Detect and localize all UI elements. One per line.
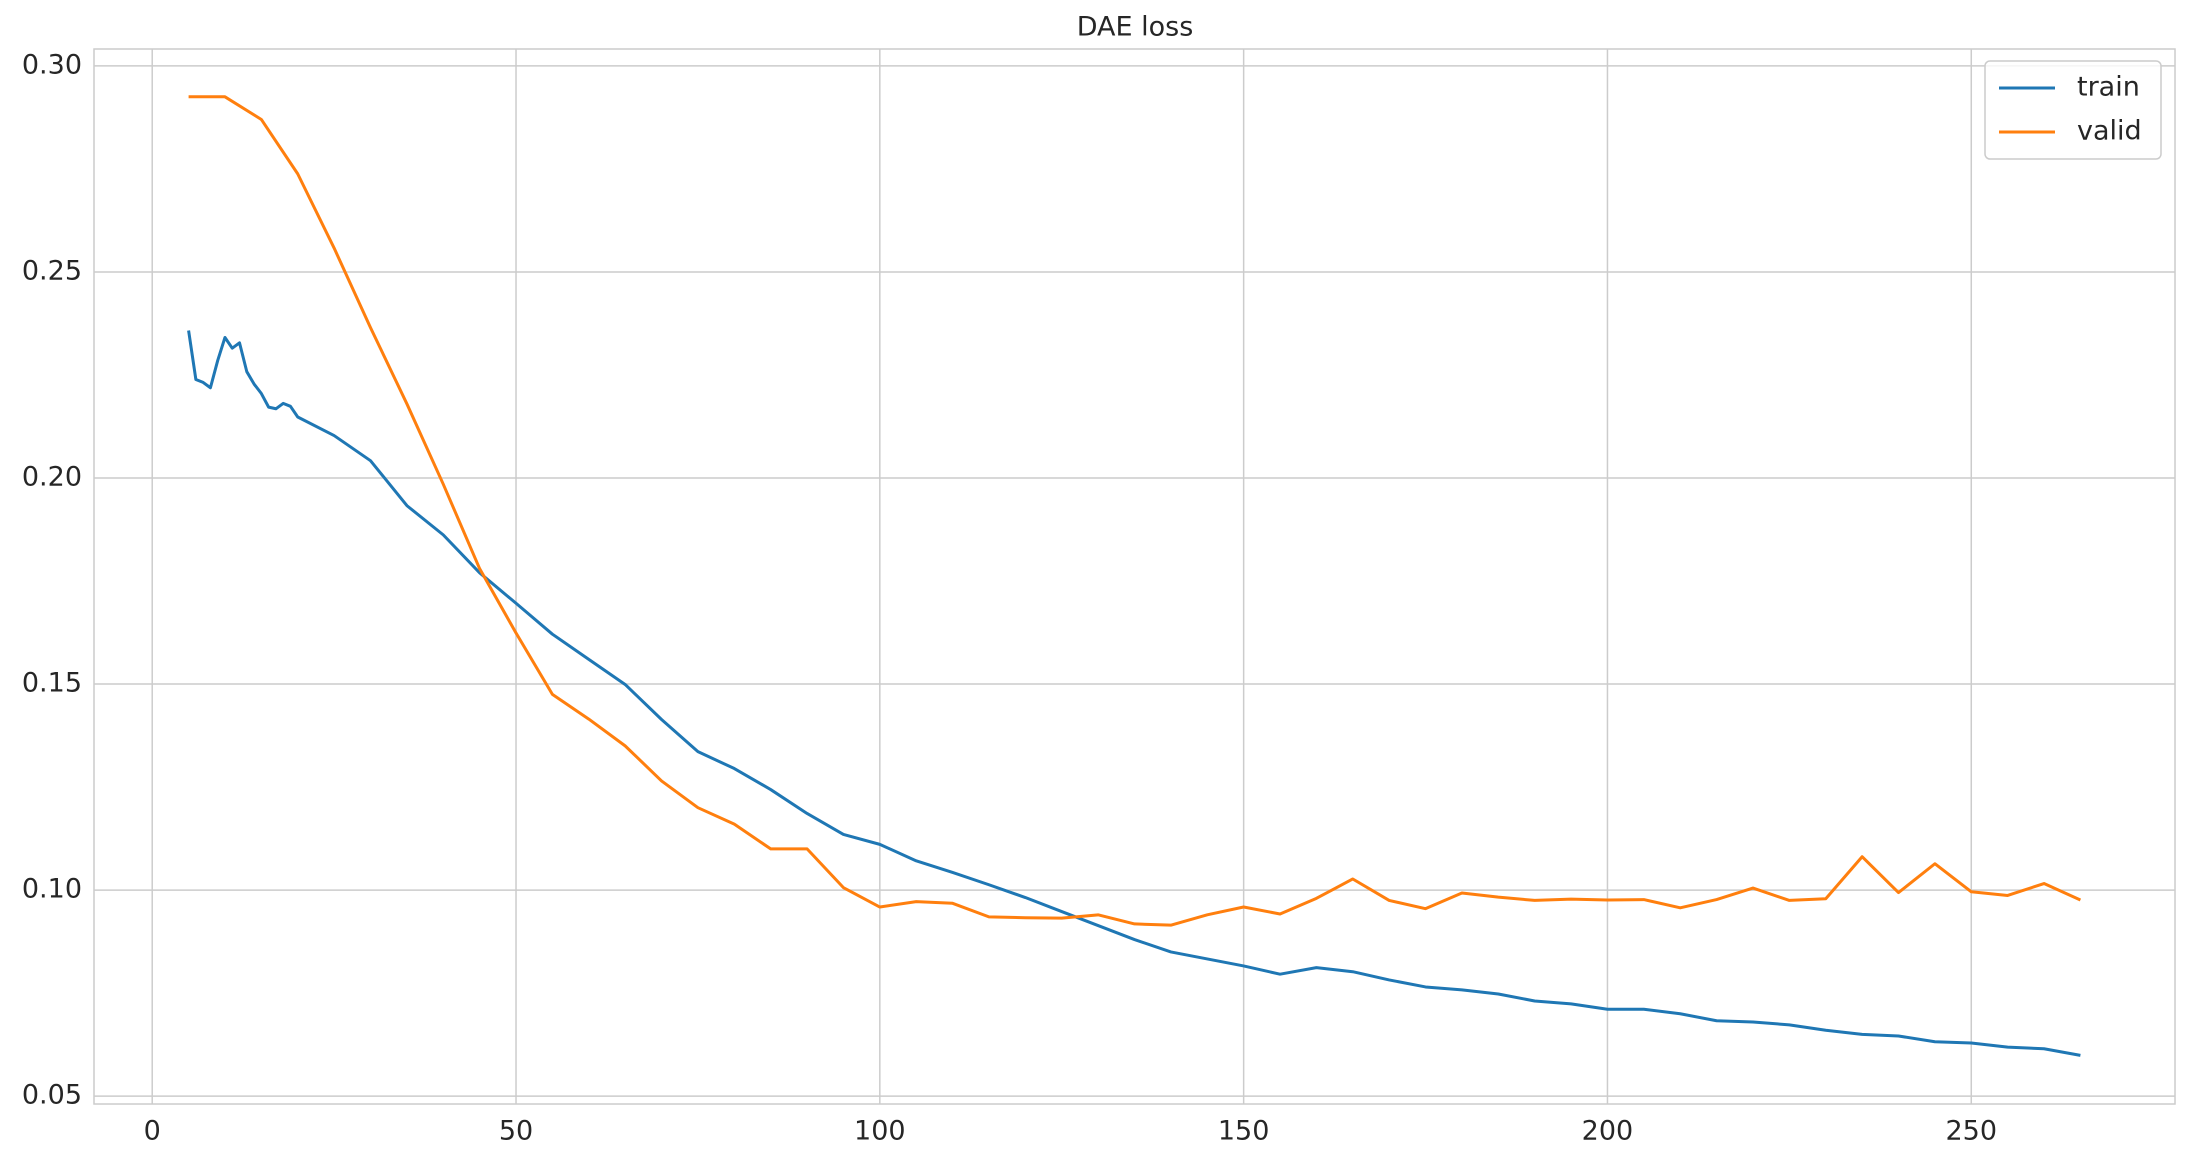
legend-label: valid (2077, 116, 2142, 147)
x-tick-label: 150 (1218, 1116, 1270, 1147)
x-tick-label: 50 (499, 1116, 533, 1147)
legend-box (1984, 60, 2162, 160)
y-tick-label: 0.30 (22, 49, 82, 80)
x-tick-label: 0 (144, 1116, 161, 1147)
line-series (188, 95, 2082, 927)
y-tick-label: 0.20 (22, 462, 82, 493)
legend-label: train (2077, 72, 2140, 103)
x-tick-label: 200 (1582, 1116, 1634, 1147)
y-tick-label: 0.10 (22, 874, 82, 905)
y-tick-label: 0.15 (22, 668, 82, 699)
line-series (187, 330, 2081, 1057)
chart-title: DAE loss (1077, 12, 1194, 43)
plot-frame (93, 48, 2176, 1105)
y-tick-label: 0.25 (22, 255, 82, 286)
y-tick-label: 0.05 (22, 1080, 82, 1111)
x-tick-label: 250 (1945, 1116, 1997, 1147)
x-tick-label: 100 (854, 1116, 906, 1147)
